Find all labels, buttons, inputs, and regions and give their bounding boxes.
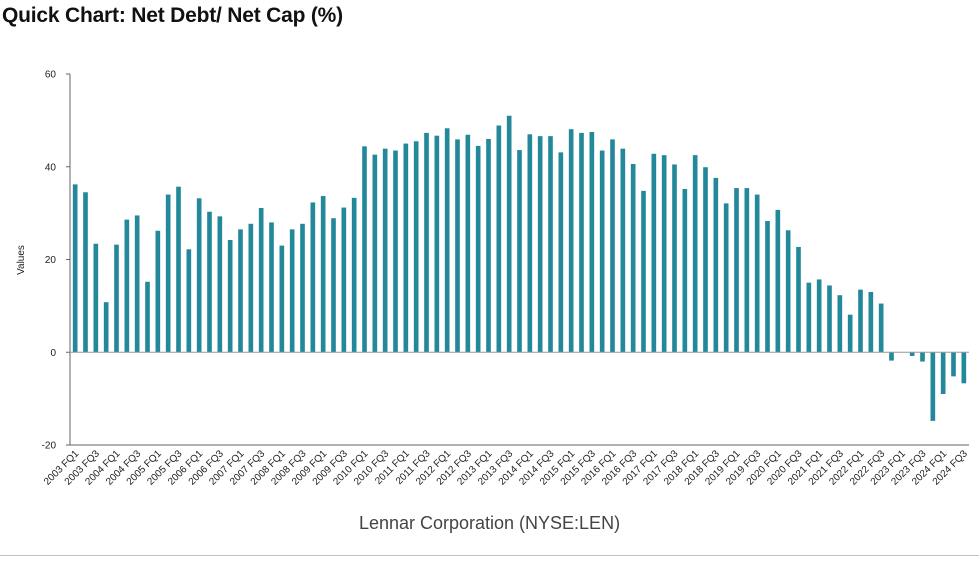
bar-2007-fq4	[269, 222, 274, 353]
bar-2005-fq4	[186, 249, 192, 353]
bar-2009-fq2	[331, 218, 336, 353]
bar-2004-fq1	[114, 244, 119, 353]
bar-2012-fq2	[455, 139, 460, 353]
bar-2007-fq1	[238, 229, 243, 353]
bar-2009-fq3	[341, 207, 347, 353]
bar-2008-fq3	[300, 223, 305, 353]
bar-2019-fq3	[754, 194, 760, 353]
bar-2003-fq4	[103, 302, 109, 353]
bar-2023-fq2	[909, 352, 915, 356]
bar-2022-fq3	[878, 303, 884, 353]
bar-2017-fq3	[672, 164, 677, 353]
bar-2021-fq1	[816, 279, 822, 353]
bar-2014-fq4	[558, 152, 564, 353]
bar-2022-fq1	[858, 289, 863, 353]
bar-2011-fq2	[413, 141, 419, 353]
bar-2010-fq3	[382, 148, 388, 353]
bar-2005-fq1	[155, 230, 161, 353]
bar-2018-fq4	[723, 203, 729, 353]
bar-2016-fq1	[610, 139, 615, 353]
bar-2006-fq2	[207, 211, 212, 353]
bar-2023-fq3	[920, 352, 925, 362]
bar-2022-fq2	[868, 291, 874, 353]
bar-2015-fq4	[599, 150, 605, 353]
bar-2018-fq3	[713, 177, 719, 353]
bar-2017-fq1	[651, 153, 657, 353]
bar-2007-fq3	[258, 208, 264, 353]
bar-2020-fq1	[775, 209, 781, 353]
bar-2005-fq3	[176, 186, 181, 353]
bar-2010-fq4	[393, 150, 398, 353]
bottom-divider	[0, 555, 979, 556]
bar-2023-fq4	[930, 352, 936, 421]
bar-2020-fq2	[785, 230, 791, 353]
bar-2012-fq4	[475, 145, 481, 353]
bar-2003-fq2	[83, 192, 88, 353]
bar-2024-fq1	[940, 352, 946, 394]
bar-2006-fq3	[217, 216, 223, 353]
bar-2012-fq3	[465, 134, 471, 353]
bar-2013-fq2	[496, 125, 502, 353]
y-axis-title: Values	[16, 245, 27, 275]
bar-2024-fq3	[961, 352, 967, 384]
bar-2016-fq4	[641, 190, 646, 353]
bar-2008-fq1	[279, 245, 285, 353]
bar-2011-fq3	[424, 132, 429, 353]
bar-2015-fq3	[589, 131, 595, 353]
bar-2024-fq2	[951, 352, 956, 377]
bar-2014-fq3	[548, 136, 553, 353]
bar-2011-fq1	[403, 143, 409, 353]
bar-2016-fq3	[630, 163, 636, 353]
bar-2013-fq1	[486, 138, 491, 353]
bar-2020-fq4	[806, 282, 812, 353]
bar-2004-fq3	[134, 215, 140, 353]
bar-2016-fq2	[620, 148, 626, 353]
bar-2004-fq2	[124, 219, 130, 353]
y-tick-label: 60	[45, 70, 57, 81]
bar-2019-fq4	[765, 221, 770, 353]
chart-title: Quick Chart: Net Debt/ Net Cap (%)	[2, 4, 343, 27]
bar-2017-fq2	[661, 155, 667, 353]
bar-2013-fq3	[506, 115, 512, 353]
bar-2009-fq1	[320, 195, 326, 353]
bar-2004-fq4	[145, 281, 150, 353]
bar-2011-fq4	[434, 135, 440, 353]
bar-2005-fq2	[165, 194, 171, 353]
bar-2009-fq4	[351, 197, 357, 353]
bar-2007-fq2	[248, 223, 254, 353]
y-tick-label: 20	[45, 255, 57, 266]
y-tick-label: 0	[50, 348, 56, 359]
bar-2022-fq4	[889, 352, 894, 361]
company-caption: Lennar Corporation (NYSE:LEN)	[358, 513, 621, 533]
bar-2013-fq4	[517, 150, 522, 353]
y-tick-label: 40	[45, 162, 57, 173]
bar-2021-fq2	[827, 285, 832, 353]
bar-2018-fq1	[692, 155, 698, 353]
bar-2006-fq1	[196, 198, 202, 353]
bar-2008-fq2	[289, 229, 295, 353]
bar-2003-fq1	[72, 184, 78, 353]
bar-2015-fq2	[579, 132, 584, 353]
bar-2014-fq2	[537, 136, 543, 353]
bar-2015-fq1	[568, 129, 574, 353]
bar-2006-fq4	[227, 240, 233, 353]
bar-2012-fq1	[444, 128, 450, 353]
y-tick-label: -20	[42, 441, 57, 452]
bar-2018-fq2	[703, 167, 708, 353]
bar-2014-fq1	[527, 134, 533, 353]
bar-2010-fq1	[362, 146, 367, 353]
bars	[72, 115, 967, 421]
bar-2021-fq3	[837, 295, 843, 353]
y-axis: 60 40 20 0 -20	[42, 70, 71, 452]
bar-2019-fq2	[744, 188, 750, 353]
bar-2021-fq4	[847, 314, 853, 353]
bar-2019-fq1	[734, 188, 739, 353]
bar-2010-fq2	[372, 154, 378, 353]
bar-2017-fq4	[682, 189, 688, 353]
bar-2008-fq4	[310, 202, 316, 353]
bar-2003-fq3	[93, 243, 99, 353]
bar-2020-fq3	[796, 246, 801, 353]
